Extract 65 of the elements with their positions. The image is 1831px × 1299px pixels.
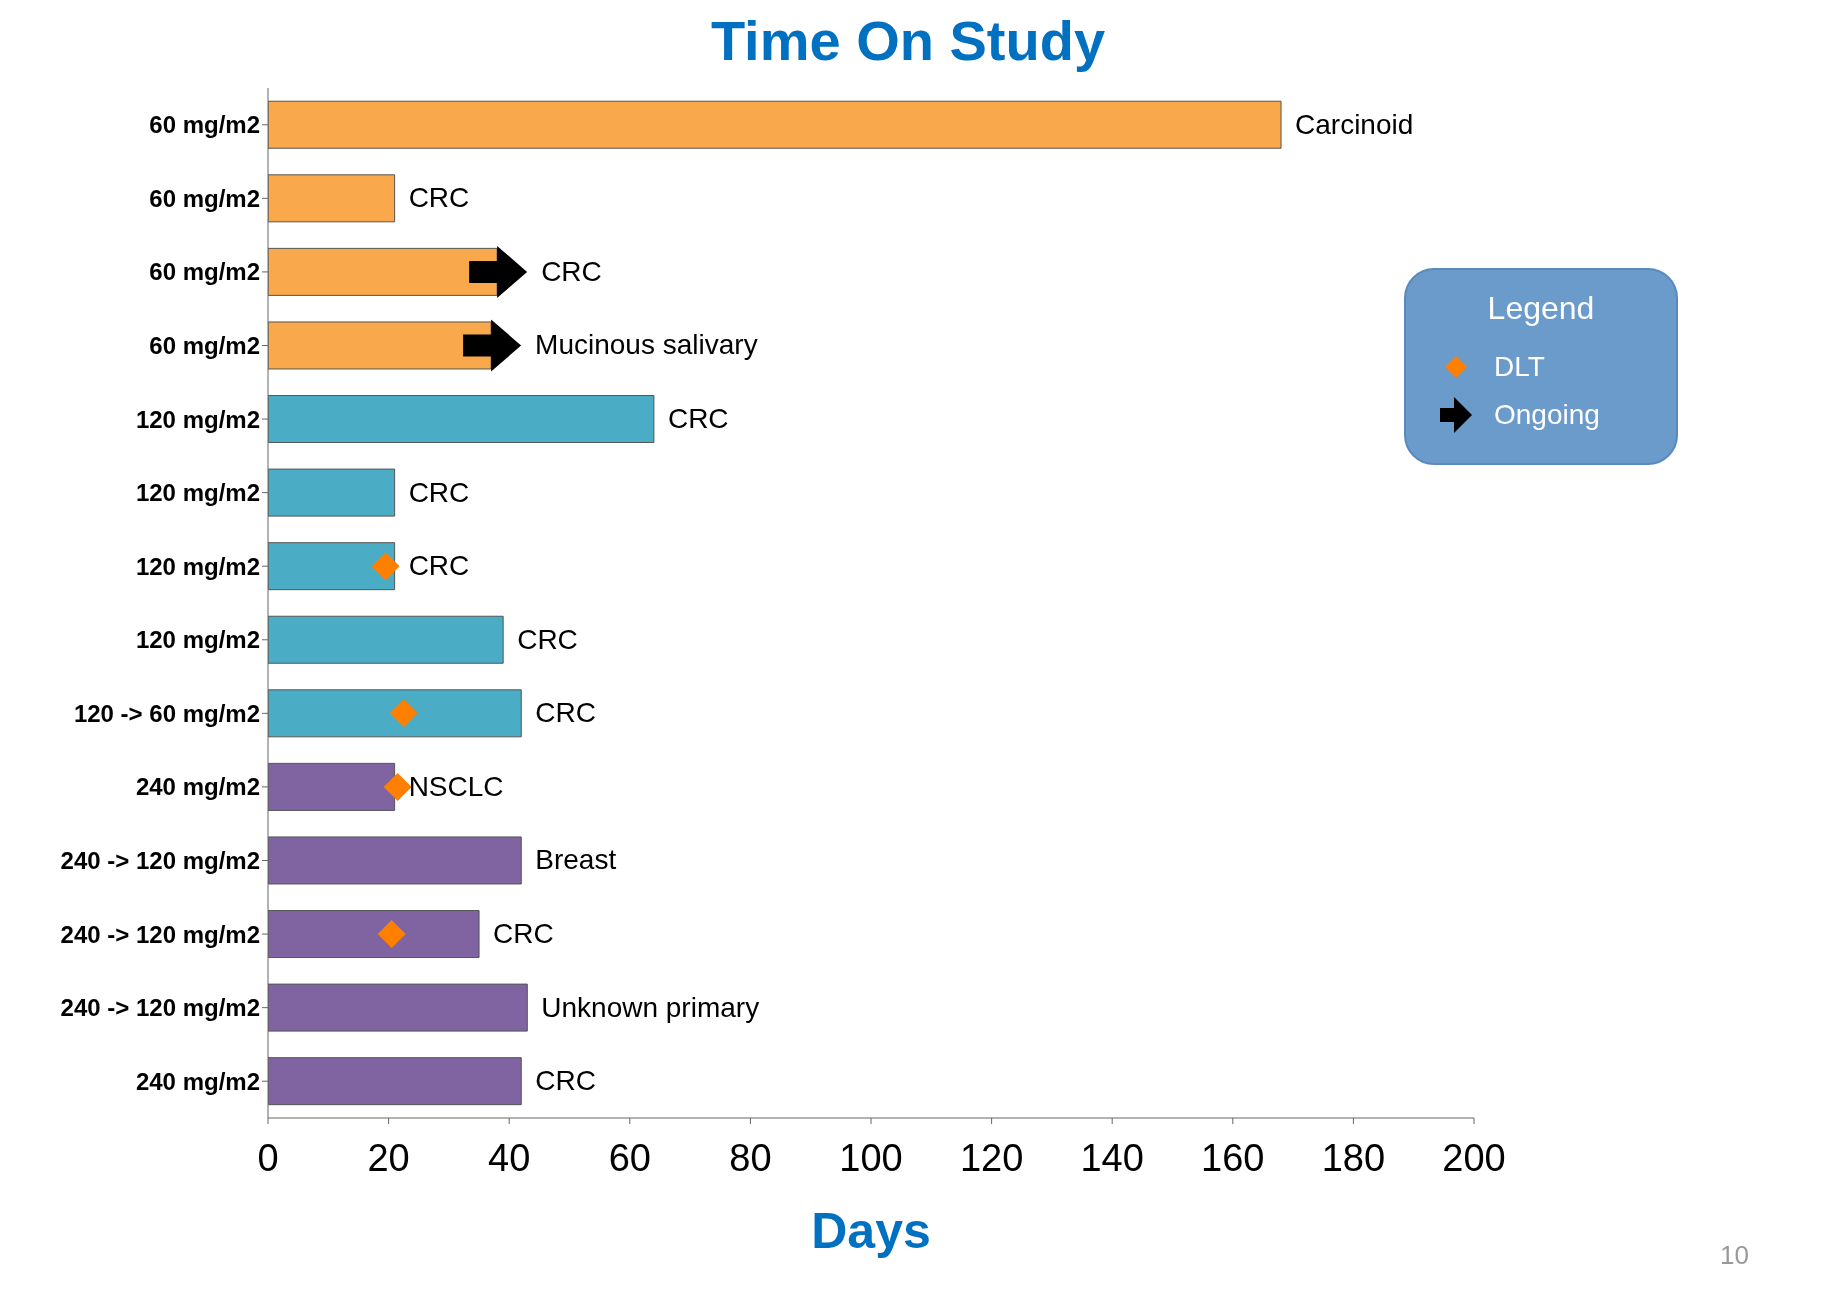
- bar: [268, 174, 396, 223]
- y-tick-label: 120 mg/m2: [135, 479, 260, 507]
- legend-label: Ongoing: [1494, 399, 1600, 431]
- y-tick-label: 240 -> 120 mg/m2: [60, 994, 260, 1022]
- data-label: Mucinous salivary: [535, 329, 758, 361]
- point: [463, 319, 522, 372]
- data-label: CRC: [541, 255, 602, 287]
- y-tick-label: 60 mg/m2: [149, 111, 260, 139]
- y-tick-label: 240 mg/m2: [135, 1067, 260, 1095]
- x-tick-label: 60: [608, 1136, 651, 1179]
- x-tick-label: 0: [257, 1136, 279, 1179]
- bar: [268, 1057, 522, 1106]
- bar: [268, 100, 1282, 149]
- data-label: CRC: [493, 918, 554, 950]
- y-tick-label: 240 -> 120 mg/m2: [60, 920, 260, 948]
- x-tick-label: 120: [959, 1136, 1024, 1179]
- y-tick-label: 60 mg/m2: [149, 184, 260, 212]
- y-tick-label: 60 mg/m2: [149, 332, 260, 360]
- bar: [268, 689, 522, 738]
- bar: [268, 762, 396, 811]
- data-label: CRC: [535, 697, 596, 729]
- bar: [268, 395, 655, 444]
- bar: [268, 542, 396, 591]
- data-label: CRC: [408, 550, 470, 582]
- data-label: Carcinoid: [1295, 108, 1414, 140]
- legend-title: Legend: [1486, 290, 1596, 327]
- y-tick-label: 120 mg/m2: [135, 626, 260, 654]
- y-tick-label: 120 mg/m2: [135, 552, 260, 580]
- point: [469, 245, 528, 298]
- x-tick-label: 100: [839, 1136, 903, 1179]
- y-tick-label: 120 -> 60 mg/m2: [73, 699, 260, 727]
- y-tick-label: 240 -> 120 mg/m2: [60, 847, 260, 875]
- x-axis-title: Days: [811, 1203, 931, 1259]
- y-tick-label: 120 mg/m2: [135, 405, 260, 433]
- bar: [268, 247, 498, 296]
- point: [371, 552, 400, 581]
- x-tick-label: 200: [1442, 1136, 1506, 1179]
- data-label: NSCLC: [408, 770, 504, 802]
- bar: [268, 983, 528, 1032]
- bar: [268, 910, 480, 959]
- x-tick-label: 20: [367, 1136, 410, 1179]
- data-label: CRC: [535, 1065, 596, 1097]
- y-tick-label: 240 mg/m2: [135, 773, 260, 801]
- x-tick-label: 80: [729, 1136, 772, 1179]
- point: [389, 699, 418, 728]
- bar: [268, 321, 492, 370]
- x-tick-label: 180: [1321, 1136, 1386, 1179]
- text: 10: [1720, 1240, 1749, 1271]
- point: [383, 772, 412, 801]
- data-label: CRC: [408, 476, 470, 508]
- data-label: Unknown primary: [541, 991, 760, 1023]
- bar: [268, 836, 522, 885]
- x-tick-label: 140: [1080, 1136, 1144, 1179]
- data-label: CRC: [517, 623, 578, 655]
- x-tick-label: 40: [488, 1136, 531, 1179]
- legend-label: DLT: [1494, 351, 1545, 383]
- data-label: CRC: [408, 182, 470, 214]
- chart-title: Time On Study: [709, 8, 1107, 74]
- data-label: Breast: [535, 844, 617, 876]
- bar: [268, 468, 396, 517]
- point: [377, 920, 406, 949]
- bar: [268, 615, 504, 664]
- x-tick-label: 160: [1201, 1136, 1265, 1179]
- y-tick-label: 60 mg/m2: [149, 258, 260, 286]
- data-label: CRC: [667, 403, 729, 435]
